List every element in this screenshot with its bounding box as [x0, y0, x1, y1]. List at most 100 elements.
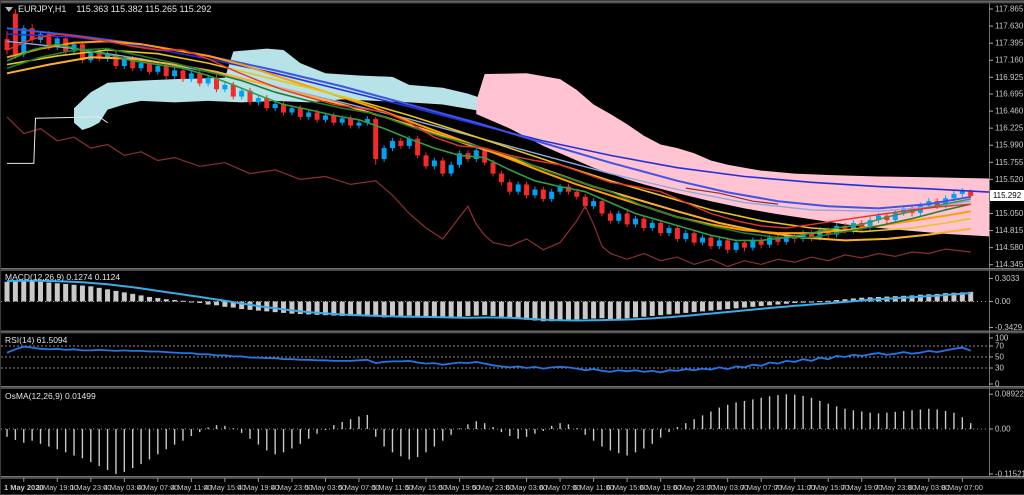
rsi-panel[interactable]: [1, 345, 989, 374]
time-axis-label: 8 May 03:00: [908, 483, 949, 492]
candle: [817, 230, 823, 238]
macd-bar: [214, 301, 219, 306]
indicator-axis-label: -0.11521: [995, 469, 1024, 478]
price-axis[interactable]: 117.865 117.630 117.395 117.160 116.925 116.6…: [989, 5, 1024, 479]
macd-bar: [783, 301, 789, 304]
macd-bar: [574, 301, 580, 320]
macd-bar: [440, 301, 446, 318]
time-axis-label: 5 May 19:00: [439, 483, 480, 492]
main-chart-plot[interactable]: [4, 9, 996, 268]
candle: [389, 140, 395, 149]
osma-bar: [777, 395, 779, 429]
ohlc-label: 115.363 115.382 115.265 115.292: [76, 4, 212, 14]
macd-bar: [4, 281, 10, 302]
time-axis-label: 6 May 23:00: [674, 483, 715, 492]
indicator-axis-label: 0: [995, 380, 1000, 389]
macd-bar: [38, 281, 44, 302]
osma-bar: [39, 429, 42, 444]
indicator-axis-label: 70: [995, 342, 1004, 351]
candle: [549, 191, 555, 199]
osma-bar: [333, 425, 335, 429]
osma-bar: [316, 429, 318, 434]
macd-bar: [917, 294, 923, 302]
macd-bar: [121, 292, 127, 302]
candle: [163, 66, 169, 77]
osma-bar: [165, 429, 167, 450]
osma-bar: [14, 429, 17, 440]
macd-bar: [943, 293, 949, 302]
macd-bar: [951, 292, 957, 302]
price-axis-label: 114.345: [995, 260, 1024, 269]
candle: [406, 138, 412, 146]
macd-panel[interactable]: [1, 279, 989, 322]
candle: [515, 184, 521, 192]
macd-bar: [356, 301, 362, 316]
macd-bar: [708, 301, 714, 311]
indicator-axis-label: -0.3429: [995, 323, 1023, 332]
candle: [172, 70, 178, 77]
collapse-icon[interactable]: [5, 7, 13, 13]
time-axis-label: 6 May 03:00: [506, 483, 547, 492]
candle: [297, 108, 303, 117]
candle: [457, 153, 463, 165]
osma-bar: [509, 429, 511, 437]
macd-bar: [96, 287, 102, 302]
time-axis-label: 4 May 03:00: [104, 483, 145, 492]
macd-bar: [624, 301, 630, 319]
candle: [415, 138, 421, 156]
osma-bar: [416, 429, 419, 458]
osma-bar: [90, 429, 92, 463]
macd-bar: [808, 301, 814, 303]
osma-bar: [542, 429, 545, 431]
candle: [373, 119, 379, 160]
candle: [591, 201, 597, 207]
price-axis-label: 116.925: [995, 73, 1024, 82]
macd-bar: [691, 301, 697, 313]
osma-bar: [492, 427, 494, 429]
candle: [255, 97, 261, 103]
osma-panel[interactable]: [1, 394, 989, 474]
macd-bar: [700, 301, 706, 312]
time-axis-label: 4 May 19:00: [238, 483, 279, 492]
candle: [658, 222, 664, 234]
overlay-line-red-kijun: [6, 33, 971, 229]
macd-bar: [549, 301, 555, 322]
osma-bar: [961, 417, 964, 429]
candle: [741, 242, 747, 248]
osma-bar: [844, 408, 846, 429]
candle: [364, 119, 370, 123]
osma-bar: [902, 411, 905, 429]
osma-bar: [274, 429, 276, 455]
candle: [683, 233, 689, 239]
candle: [440, 160, 446, 174]
macd-bar: [297, 301, 303, 315]
macd-bar: [842, 299, 848, 302]
candle: [783, 235, 789, 242]
osma-bar: [450, 429, 452, 435]
time-axis-label: 7 May 11:00: [774, 483, 815, 492]
osma-bar: [240, 429, 243, 433]
candle: [649, 222, 655, 229]
macd-bar: [557, 301, 563, 321]
osma-bar: [567, 424, 570, 429]
osma-bar: [73, 429, 75, 456]
current-price-tag: 115.292: [990, 190, 1024, 201]
candle: [725, 240, 731, 250]
candle: [348, 118, 354, 126]
time-axis-label: 5 May 03:00: [305, 483, 346, 492]
price-axis-label: 117.630: [995, 22, 1024, 31]
candle: [146, 63, 152, 72]
macd-bar: [54, 283, 60, 302]
macd-bar: [222, 301, 228, 307]
overlay-line-zigzag-maroon: [6, 116, 971, 268]
osma-bar: [391, 429, 394, 453]
macd-bar: [750, 301, 756, 307]
osma-bar: [592, 429, 595, 441]
time-axis-label: 5 May 07:00: [338, 483, 379, 492]
candle: [767, 237, 773, 245]
candle: [431, 160, 437, 167]
osma-bar: [266, 429, 268, 451]
